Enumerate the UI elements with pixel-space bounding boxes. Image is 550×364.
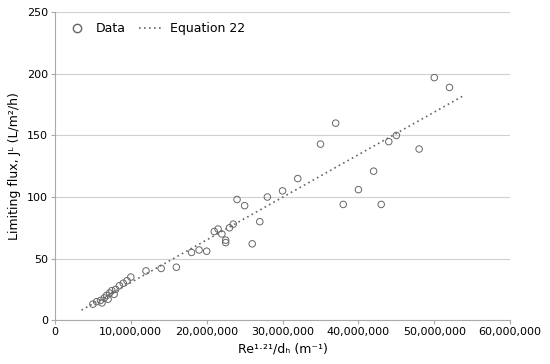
Point (210, 229, 219, 234)
Point (293, 176, 302, 182)
Point (92, 299, 101, 305)
Point (377, 202, 386, 207)
Point (392, 132, 401, 138)
Point (316, 141, 325, 147)
Point (278, 188, 287, 194)
Point (331, 120, 340, 126)
Point (100, 295, 109, 301)
Point (263, 194, 272, 200)
Point (202, 248, 211, 254)
Point (195, 247, 204, 253)
X-axis label: Re¹·²¹/dₕ (m⁻¹): Re¹·²¹/dₕ (m⁻¹) (238, 343, 327, 356)
Point (430, 75, 439, 80)
Point (103, 296, 112, 302)
Point (221, 240, 230, 245)
Point (369, 168, 378, 174)
Point (107, 288, 116, 293)
Point (240, 203, 249, 209)
Point (115, 283, 124, 289)
Point (141, 268, 150, 274)
Point (123, 278, 131, 284)
Point (384, 139, 393, 145)
Point (126, 274, 135, 280)
Point (105, 290, 114, 296)
Point (225, 225, 234, 231)
Point (187, 250, 196, 256)
Point (233, 197, 241, 202)
Y-axis label: Limiting flux, Jᴸ (L/m²/h): Limiting flux, Jᴸ (L/m²/h) (8, 92, 21, 240)
Point (97, 300, 106, 306)
Point (248, 241, 257, 247)
Point (255, 219, 264, 225)
Point (221, 237, 230, 243)
Point (339, 202, 348, 207)
Point (119, 280, 128, 286)
Point (172, 264, 181, 270)
Point (96, 297, 105, 303)
Point (89, 301, 97, 307)
Point (111, 286, 120, 292)
Point (157, 266, 166, 272)
Point (415, 146, 424, 152)
Point (229, 221, 238, 227)
Point (354, 187, 363, 193)
Legend: Data, Equation 22: Data, Equation 22 (61, 19, 249, 39)
Point (217, 231, 226, 237)
Point (102, 293, 111, 298)
Point (445, 84, 454, 90)
Point (110, 292, 119, 297)
Point (213, 226, 222, 232)
